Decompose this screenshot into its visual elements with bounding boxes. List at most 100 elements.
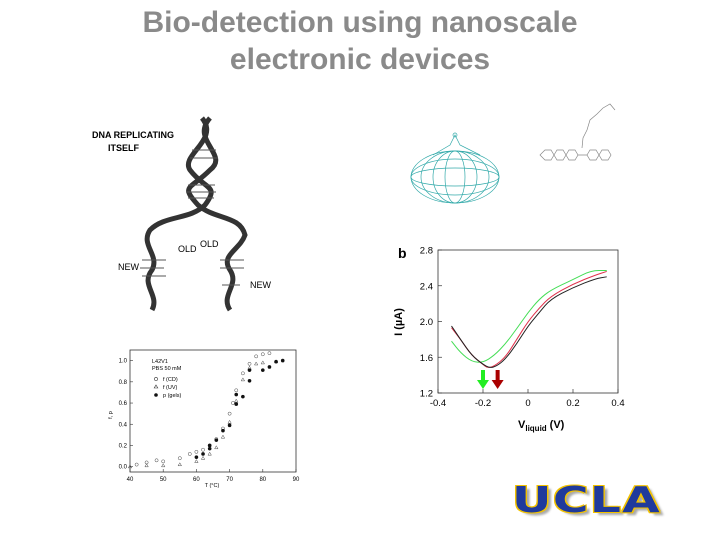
y-tick-label: 0.6 <box>119 401 128 407</box>
legend-label-gels: p (gels) <box>163 393 182 399</box>
data-point-uv <box>234 398 239 403</box>
data-point-uv <box>260 360 265 365</box>
y-tick-label: 1.0 <box>119 359 128 365</box>
x-tick-label: 70 <box>226 477 233 483</box>
x-tick-label: 0.2 <box>566 398 579 409</box>
data-point-gels <box>234 402 239 406</box>
data-point-uv <box>207 451 212 456</box>
dna-replication-figure: DNA REPLICATING ITSELF OLD OLD NEW NEW <box>92 116 272 312</box>
data-point-cd <box>267 351 272 356</box>
data-point-gels <box>280 358 285 363</box>
legend-marker-gels <box>154 393 158 397</box>
legend-marker-uv <box>153 384 159 389</box>
dna-base-pairs <box>140 149 244 286</box>
legend-marker-cd <box>154 377 158 381</box>
data-point-uv <box>220 434 226 439</box>
x-tick-label: 40 <box>127 477 134 483</box>
data-point-uv <box>254 361 259 366</box>
data-point-cd <box>201 447 205 452</box>
series-line-black <box>451 276 607 368</box>
y-tick-label: 0.0 <box>119 465 128 471</box>
annotation-2: PBS 50 mM <box>152 366 182 372</box>
data-point-gels <box>201 452 205 456</box>
y-tick-label: 0.8 <box>119 380 128 386</box>
dna-caption-1: DNA REPLICATING <box>92 130 174 140</box>
data-point-gels <box>227 423 232 428</box>
data-point-cd <box>234 388 239 393</box>
data-point-uv <box>127 464 133 469</box>
x-tick-label: 0.4 <box>611 398 624 409</box>
label-new-left: NEW <box>118 262 140 272</box>
data-point-cd <box>241 371 245 376</box>
data-point-cd <box>247 361 252 366</box>
data-point-cd <box>260 352 265 357</box>
dna-helix-strands <box>144 116 248 312</box>
data-point-gels <box>221 428 225 433</box>
data-point-uv <box>161 463 166 468</box>
title-line-2: electronic devices <box>229 43 491 76</box>
marker-arrow-red <box>491 370 504 389</box>
data-point-gels <box>214 438 219 442</box>
data-point-cd <box>177 456 182 461</box>
y-axis-label: f, p <box>108 411 114 419</box>
data-point-uv <box>200 455 206 460</box>
dna-caption-2: ITSELF <box>108 143 140 153</box>
nanotube-structure-figure <box>410 132 500 204</box>
label-old-right: OLD <box>200 239 219 249</box>
y-axis-label: I (µA) <box>393 308 405 336</box>
x-tick-label: -0.2 <box>475 398 491 409</box>
series-line-red <box>451 270 607 368</box>
data-point-cd <box>161 459 166 464</box>
x-axis-label: Vliquid (V) <box>518 419 565 433</box>
y-tick-label: 1.2 <box>420 389 433 400</box>
y-tick-label: 1.6 <box>420 353 433 364</box>
data-point-cd <box>254 354 259 359</box>
data-point-uv <box>240 377 246 382</box>
iv-curve-chart: b I (µA) Vliquid (V) -0.4 -0.2 0 0.2 0.4 1.2 1.… <box>393 245 625 433</box>
data-point-gels <box>261 368 265 372</box>
data-point-gels <box>207 446 212 451</box>
data-point-gels <box>241 394 245 399</box>
data-point-gels <box>247 368 252 372</box>
data-point-gels <box>207 443 212 448</box>
x-tick-label: 90 <box>293 477 300 483</box>
data-point-gels <box>194 455 199 459</box>
label-old-left: OLD <box>178 244 197 254</box>
annotation-1: L42V1 <box>152 359 168 365</box>
x-tick-label: -0.4 <box>430 398 446 409</box>
plot-frame <box>129 349 297 473</box>
data-point-cd <box>154 458 159 463</box>
panel-label: b <box>398 245 407 261</box>
data-point-cd <box>231 401 235 405</box>
y-tick-label: 0.2 <box>119 443 128 449</box>
data-point-cd <box>194 449 199 454</box>
data-point-gels <box>234 392 239 397</box>
data-point-uv <box>227 419 232 424</box>
x-axis-label: T (°C) <box>205 483 220 489</box>
legend-label-uv: f (UV) <box>163 385 178 391</box>
y-tick-label: 2.0 <box>420 317 433 328</box>
data-point-uv <box>177 462 182 467</box>
data-point-gels <box>247 378 252 383</box>
series-line-green <box>451 270 607 363</box>
data-point-gels <box>267 365 272 369</box>
x-tick-label: 0 <box>525 398 530 409</box>
label-new-right: NEW <box>250 280 272 290</box>
data-point-cd <box>134 462 139 467</box>
y-tick-label: 0.4 <box>119 422 128 428</box>
data-point-uv <box>144 463 149 468</box>
y-tick-label: 2.4 <box>420 281 433 292</box>
x-tick-label: 50 <box>160 477 167 483</box>
data-point-gels <box>274 359 278 364</box>
slide-title: Bio-detection using nanoscale electronic… <box>0 4 720 78</box>
legend-label-cd: f (CD) <box>163 377 178 383</box>
x-tick-label: 80 <box>259 477 266 483</box>
marker-arrow-green <box>477 370 489 389</box>
data-point-cd <box>227 411 232 416</box>
data-point-uv <box>194 459 199 463</box>
molecule-structure-figure <box>539 103 616 161</box>
data-point-cd <box>187 452 192 456</box>
x-tick-label: 60 <box>193 477 200 483</box>
melting-curve-chart: L42V1 PBS 50 mM f (CD) f (UV) p (gels) T… <box>108 349 300 489</box>
data-point-uv <box>214 445 219 450</box>
